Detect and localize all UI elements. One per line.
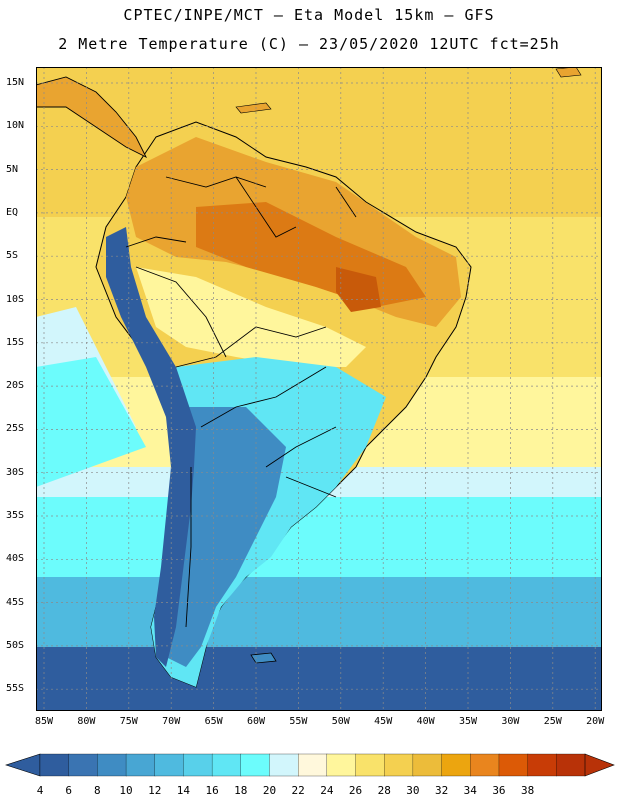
ocean-mid bbox=[36, 497, 602, 587]
lon-label: 20W bbox=[586, 716, 605, 727]
colorbar-label: 20 bbox=[262, 784, 277, 797]
lat-label: 15N bbox=[6, 77, 25, 88]
lat-label: 5S bbox=[6, 250, 19, 262]
colorbar-swatch bbox=[68, 753, 99, 777]
colorbar-label: 24 bbox=[320, 784, 334, 797]
colorbar-label: 32 bbox=[434, 784, 449, 797]
border-segment bbox=[185, 467, 192, 628]
lat-label: EQ bbox=[6, 206, 19, 218]
central-america-isthmus bbox=[36, 76, 148, 159]
colorbar-swatch bbox=[441, 753, 471, 777]
pacific-cool-strip-2 bbox=[36, 357, 146, 487]
lon-label: 50W bbox=[331, 716, 350, 727]
colorbar-swatch bbox=[326, 753, 357, 777]
border-segment bbox=[165, 176, 267, 188]
map-title-line-1: CPTEC/INPE/MCT – Eta Model 15km – GFS bbox=[123, 6, 495, 24]
colorbar-swatch bbox=[269, 753, 299, 777]
colorbar-svg bbox=[5, 753, 615, 777]
temperature-map bbox=[36, 67, 602, 711]
colorbar-label: 38 bbox=[521, 784, 535, 797]
colorbar-swatch bbox=[240, 753, 271, 777]
map-canvas bbox=[36, 67, 602, 711]
colorbar-swatch bbox=[355, 753, 385, 777]
colorbar-swatch bbox=[154, 753, 185, 777]
border-segment bbox=[125, 236, 187, 248]
colorbar-arrow-left bbox=[5, 753, 41, 777]
caribbean-island bbox=[235, 102, 272, 114]
lat-label: 55S bbox=[6, 683, 25, 695]
lon-label: 60W bbox=[246, 716, 266, 727]
border-segment bbox=[235, 176, 297, 238]
colorbar-label: 16 bbox=[205, 784, 219, 797]
lon-label: 70W bbox=[162, 716, 181, 727]
colorbar-swatch bbox=[97, 753, 127, 777]
border-segment bbox=[265, 426, 337, 468]
lon-label: 30W bbox=[501, 716, 520, 727]
colorbar-label: 4 bbox=[36, 784, 44, 797]
lon-label: 75W bbox=[119, 716, 138, 727]
colorbar-swatch bbox=[498, 753, 529, 777]
map-title-line-2: 2 Metre Temperature (C) – 23/05/2020 12U… bbox=[58, 35, 560, 53]
colorbar-label: 10 bbox=[119, 784, 133, 797]
colorbar-swatch bbox=[412, 753, 443, 777]
colorbar-label: 34 bbox=[463, 784, 477, 797]
colorbar-label: 22 bbox=[291, 784, 305, 797]
border-segment bbox=[285, 476, 337, 498]
colorbar-swatch bbox=[211, 753, 242, 777]
lat-label: 10N bbox=[6, 120, 25, 132]
colorbar-swatch bbox=[527, 753, 557, 777]
colorbar-label: 6 bbox=[65, 784, 72, 797]
ocean-far-south bbox=[36, 647, 602, 711]
lon-label: 45W bbox=[374, 716, 393, 727]
colorbar-swatch bbox=[125, 753, 156, 777]
colorbar-label: 28 bbox=[377, 784, 391, 797]
lat-label: 20S bbox=[6, 380, 25, 392]
colorbar-swatch bbox=[39, 753, 70, 777]
lon-label: 25W bbox=[543, 716, 562, 727]
lon-label: 65W bbox=[204, 716, 223, 727]
colorbar-swatch bbox=[298, 753, 328, 777]
lat-label: 25S bbox=[6, 423, 25, 435]
lat-label: 10S bbox=[6, 293, 25, 305]
lon-label: 35W bbox=[458, 716, 478, 727]
lon-label: 55W bbox=[289, 716, 308, 727]
lon-label: 85W bbox=[34, 716, 54, 727]
lat-label: 30S bbox=[6, 466, 25, 478]
colorbar-swatch bbox=[556, 753, 586, 777]
colorbar: 4 6 8 10 12 14 16 18 20 22 24 26 28 30 32 34 36 38 bbox=[0, 752, 618, 800]
colorbar-swatch bbox=[183, 753, 213, 777]
lat-label: 45S bbox=[6, 596, 25, 608]
northeast-hottest bbox=[336, 267, 381, 312]
border-segment bbox=[335, 186, 357, 218]
lat-label: 50S bbox=[6, 639, 25, 651]
colorbar-label: 36 bbox=[492, 784, 506, 797]
caribbean-island bbox=[555, 67, 582, 78]
lat-label: 15S bbox=[6, 336, 25, 348]
lon-label: 40W bbox=[416, 716, 435, 727]
lon-label: 80W bbox=[77, 716, 96, 727]
falkland-islands bbox=[250, 652, 277, 664]
colorbar-label: 8 bbox=[94, 784, 101, 797]
colorbar-swatch bbox=[470, 753, 500, 777]
map-border bbox=[36, 67, 602, 711]
colorbar-label: 30 bbox=[406, 784, 420, 797]
colorbar-arrow-right bbox=[584, 753, 615, 777]
colorbar-label: 26 bbox=[348, 784, 363, 797]
lat-label: 5N bbox=[6, 163, 19, 175]
colorbar-label: 14 bbox=[176, 784, 191, 797]
colorbar-label: 12 bbox=[148, 784, 162, 797]
lat-label: 40S bbox=[6, 553, 25, 565]
colorbar-swatch bbox=[384, 753, 414, 777]
colorbar-label: 18 bbox=[234, 784, 248, 797]
lat-lon-grid bbox=[36, 67, 602, 711]
ocean-south bbox=[36, 577, 602, 657]
andes-cold-band bbox=[106, 227, 196, 667]
lat-label: 35S bbox=[6, 510, 25, 521]
central-mild-region bbox=[136, 267, 366, 367]
